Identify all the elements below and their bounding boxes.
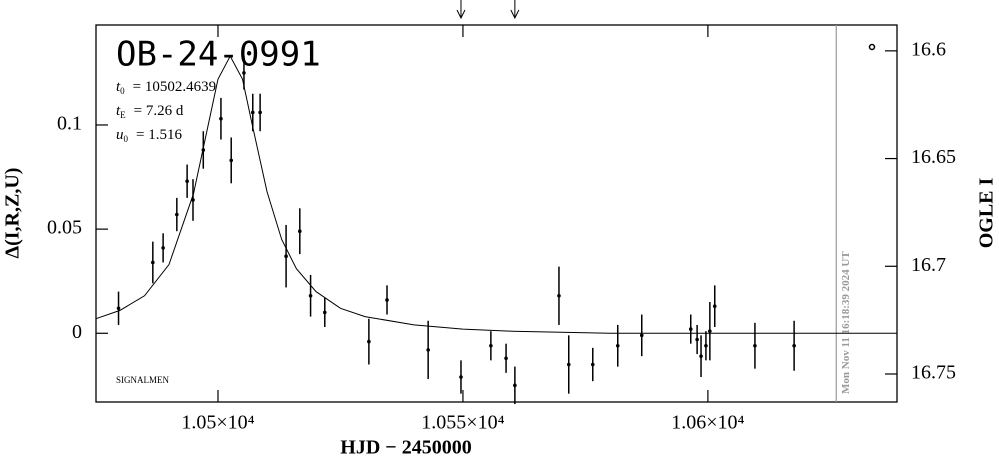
data-point (284, 254, 288, 258)
y-tick-label: 0.05 (47, 217, 82, 239)
arrow (456, 0, 466, 20)
data-point (258, 110, 262, 115)
data-point (459, 375, 463, 379)
data-point (191, 198, 195, 202)
model-curve (95, 55, 897, 334)
y-tick-label: 0.1 (57, 113, 82, 135)
data-point (489, 343, 493, 348)
parameter: t0 = 10502.4639 (116, 79, 216, 96)
data-point (385, 298, 389, 302)
data-point (504, 356, 508, 361)
parameter-subscript: 0 (120, 86, 125, 96)
data-point (704, 343, 708, 348)
data-point (590, 362, 595, 367)
parameter-symbol: u (116, 127, 124, 143)
x-tick-label: 1.05×10⁴ (181, 412, 254, 434)
data-point (229, 158, 234, 163)
data-point (557, 293, 561, 298)
x-axis-label: HJD − 2450000 (340, 437, 471, 459)
parameter: tE = 7.26 d (116, 103, 184, 120)
data-point (161, 246, 165, 250)
data-point (792, 343, 796, 348)
credit: SIGNALMEN (116, 375, 169, 385)
x-tick-label: 1.055×10⁴ (421, 412, 504, 434)
y2-axis-label: OGLE I (976, 177, 998, 248)
parameter-symbol: t (116, 103, 121, 119)
timestamp: Mon Nov 11 16:18:39 2024 UT (840, 251, 852, 394)
data-point (615, 343, 620, 348)
data-point (688, 327, 693, 331)
data-point (250, 110, 255, 115)
data-point (367, 339, 371, 344)
y-tick-label: 0 (72, 321, 82, 343)
data-point (699, 354, 703, 358)
y2-tick-label: 16.7 (911, 254, 946, 276)
symbol (868, 43, 876, 51)
y-axis-label: Δ(I,R,Z,U) (2, 168, 24, 259)
parameter-value: = 7.26 d (134, 103, 184, 119)
data-point (175, 212, 179, 217)
parameter-subscript: E (120, 110, 126, 120)
parameter-subscript: 0 (124, 134, 129, 144)
y2-tick-label: 16.75 (911, 362, 956, 384)
data-point (426, 348, 430, 352)
chart-title: OB-24-0991 (116, 35, 321, 75)
plot-frame (95, 24, 898, 403)
data-point (298, 229, 302, 234)
data-point (708, 329, 712, 333)
data-point (116, 306, 121, 311)
data-point (639, 333, 644, 338)
data-point (322, 310, 327, 315)
data-point (151, 260, 155, 265)
parameter-value: = 10502.4639 (133, 79, 216, 95)
data-point (308, 293, 313, 298)
data-point (695, 337, 699, 342)
data-point (219, 116, 223, 121)
data-point (242, 71, 246, 75)
y2-tick-label: 16.65 (911, 146, 956, 168)
data-point (712, 304, 717, 308)
parameter: u0 = 1.516 (116, 127, 182, 144)
data-point (201, 148, 206, 152)
y2-tick-label: 16.6 (911, 38, 946, 60)
arrow (510, 0, 520, 20)
data-point (185, 179, 189, 184)
parameter-symbol: t (116, 79, 121, 95)
data-point (566, 362, 571, 367)
data-point (753, 343, 757, 348)
data-point (513, 383, 517, 388)
parameter-value: = 1.516 (136, 127, 182, 143)
x-tick-label: 1.06×10⁴ (671, 412, 744, 434)
